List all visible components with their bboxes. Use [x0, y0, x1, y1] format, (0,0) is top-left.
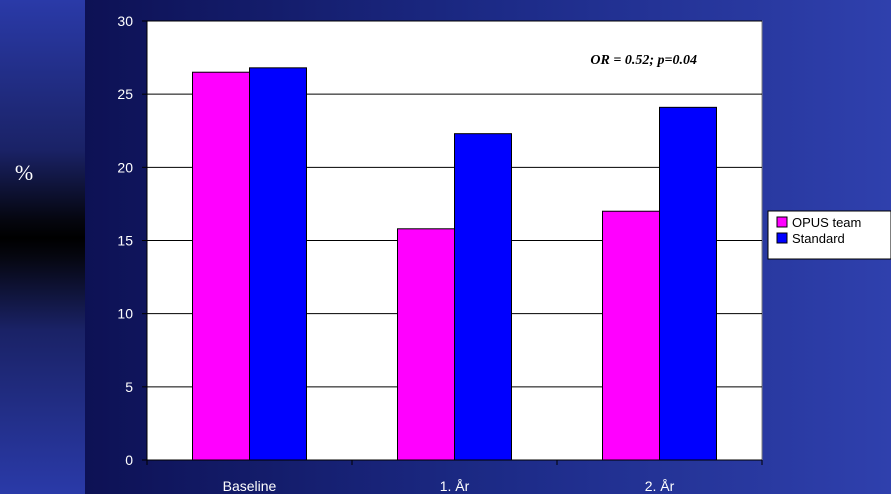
legend-swatch	[776, 232, 788, 244]
bar-opus-team	[192, 71, 250, 461]
y-tick-label: 0	[125, 452, 133, 468]
legend-label: Standard	[792, 231, 845, 246]
bar-opus-team	[397, 228, 455, 461]
x-category-label: Baseline	[223, 478, 277, 494]
left-decor-band	[0, 0, 85, 494]
legend-label: OPUS team	[792, 215, 861, 230]
y-tick-label: 25	[117, 86, 133, 102]
bar-standard	[249, 67, 307, 461]
y-tick-label: 20	[117, 159, 133, 175]
y-tick-label: 10	[117, 306, 133, 322]
stat-annotation: OR = 0.52; p=0.04	[590, 53, 697, 68]
y-tick-label: 5	[125, 379, 133, 395]
y-tick-label: 15	[117, 233, 133, 249]
y-axis-unit-label: %	[14, 160, 34, 185]
legend-swatch	[776, 216, 788, 228]
legend-box	[767, 210, 891, 260]
bar-standard	[454, 133, 512, 461]
bar-standard	[659, 106, 717, 461]
bar-opus-team	[602, 210, 660, 461]
x-category-label: 1. År	[440, 478, 470, 494]
y-tick-label: 30	[117, 13, 133, 29]
x-category-label: 2. År	[645, 478, 675, 494]
